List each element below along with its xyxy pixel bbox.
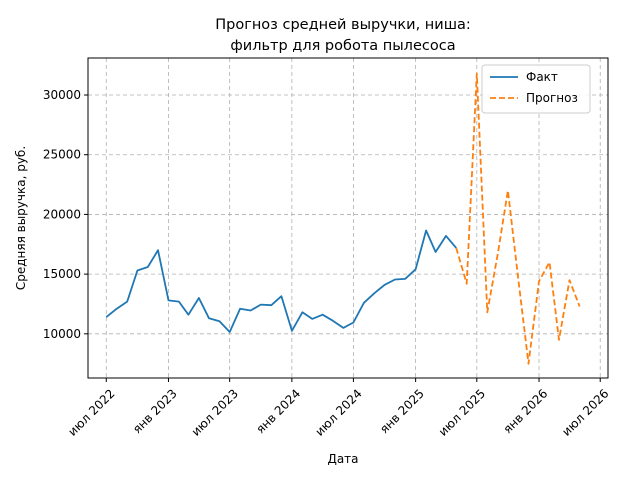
y-tick-label: 15000 (43, 267, 81, 281)
x-axis-label: Дата (327, 452, 358, 466)
y-axis: 10000 15000 20000 25000 30000 (43, 88, 88, 341)
series-line-forecast (455, 72, 581, 365)
plot-lines (105, 72, 581, 365)
legend-label-forecast: Прогноз (526, 91, 578, 105)
legend-label-fact: Факт (526, 70, 558, 84)
y-tick-label: 20000 (43, 207, 81, 221)
legend: Факт Прогноз (481, 64, 591, 114)
y-tick-label: 30000 (43, 88, 81, 102)
plot-frame (87, 57, 609, 379)
chart-title-line-2: фильтр для робота пылесоса (230, 38, 455, 54)
series-line-fact (105, 229, 457, 333)
grid (88, 58, 608, 378)
y-tick-label: 10000 (43, 327, 81, 341)
y-axis-label: Средняя выручка, руб. (14, 146, 28, 290)
y-tick-label: 25000 (43, 148, 81, 162)
chart-title-line-1: Прогноз средней выручки, ниша: (215, 17, 471, 33)
